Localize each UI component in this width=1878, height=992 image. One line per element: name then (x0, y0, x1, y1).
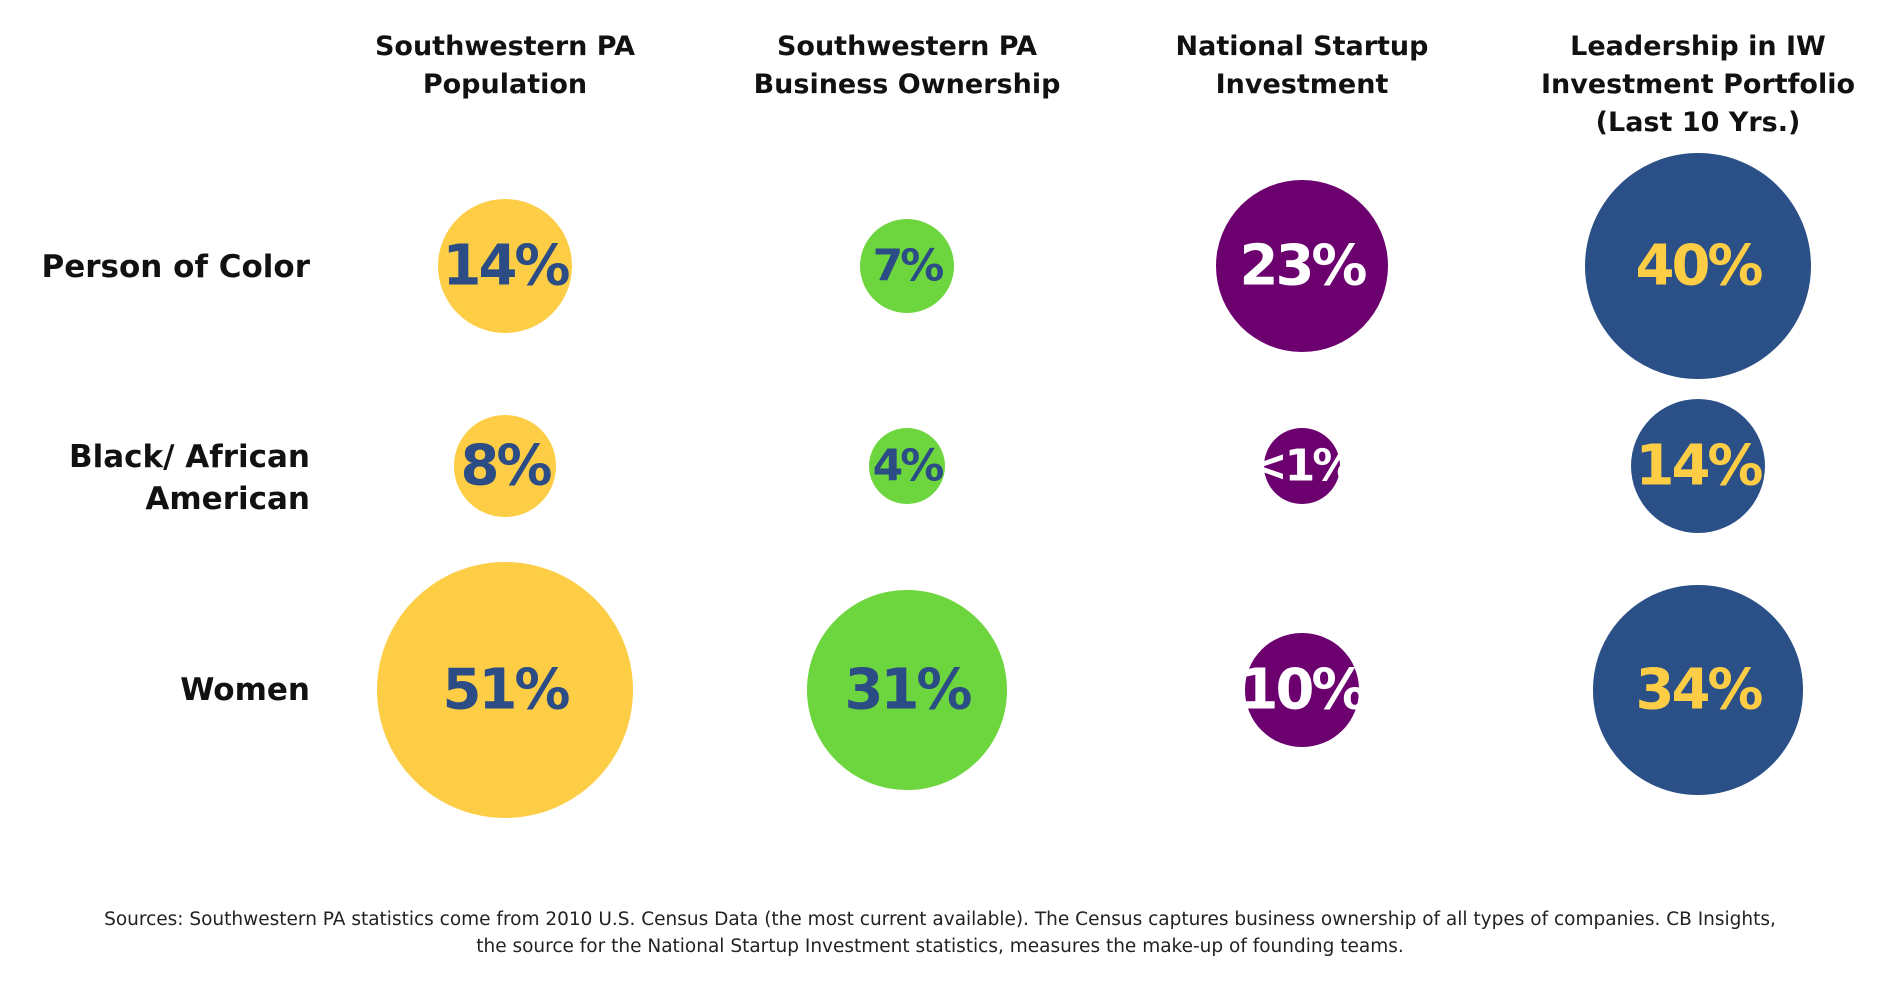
column-header-4: Leadership in IW Investment Portfolio (L… (1540, 31, 1856, 138)
bubble-r3-c3 (1245, 633, 1359, 747)
bubble-r1-c1 (437, 198, 573, 334)
row-label-3: Women (180, 672, 310, 708)
value-label-r2-c3: <1% (1250, 440, 1357, 492)
bubble-r2-c1 (454, 415, 556, 517)
value-label-r3-c2: 31% (844, 657, 972, 723)
value-label-r1-c4: 40% (1635, 233, 1763, 299)
bubble-r3-c4 (1593, 585, 1803, 795)
column-header-3: National Startup Investment (1175, 31, 1429, 100)
bubble-r1-c3 (1216, 180, 1388, 352)
column-header-2: Southwestern PA Business Ownership (753, 31, 1061, 100)
bubble-r2-c3 (1264, 428, 1340, 504)
bubble-r3-c2 (807, 590, 1007, 790)
value-label-r3-c4: 34% (1635, 657, 1763, 723)
column-header-1: Southwestern PA Population (374, 31, 636, 100)
sources-note: Sources: Southwestern PA statistics come… (104, 909, 1776, 957)
bubble-r3-c1 (377, 562, 633, 818)
value-label-r2-c1: 8% (460, 433, 552, 499)
value-label-r2-c2: 4% (872, 440, 945, 492)
value-label-r1-c2: 7% (872, 240, 945, 292)
value-label-r2-c4: 14% (1635, 433, 1763, 499)
value-label-r3-c1: 51% (442, 657, 570, 723)
bubble-r1-c2 (859, 218, 955, 314)
bubble-r2-c4 (1630, 398, 1766, 534)
row-label-1: Person of Color (41, 249, 310, 285)
value-label-r1-c1: 14% (442, 233, 570, 299)
row-label-2: Black/ African American (68, 439, 310, 517)
bubble-r1-c4 (1584, 152, 1812, 380)
value-label-r3-c3: 10% (1239, 657, 1367, 723)
value-label-r1-c3: 23% (1239, 233, 1367, 299)
bubble-r2-c2 (869, 428, 945, 504)
